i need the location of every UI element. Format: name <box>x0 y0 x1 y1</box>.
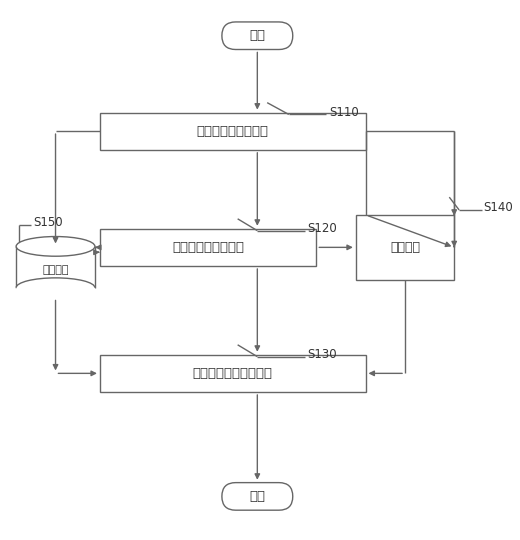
Text: 存储模块: 存储模块 <box>42 265 69 275</box>
Text: 信息检索和处理模块: 信息检索和处理模块 <box>172 241 244 254</box>
Text: 目标语言信息输出模块: 目标语言信息输出模块 <box>193 367 272 380</box>
Text: S130: S130 <box>307 348 337 361</box>
Ellipse shape <box>16 237 95 256</box>
Bar <box>100 228 316 266</box>
Text: S110: S110 <box>329 106 359 119</box>
Bar <box>356 215 454 280</box>
Text: 源语言信息输入模块: 源语言信息输入模块 <box>197 125 269 138</box>
Bar <box>100 112 366 150</box>
Text: S140: S140 <box>484 201 513 214</box>
Ellipse shape <box>16 278 95 298</box>
Text: 结束: 结束 <box>249 490 265 503</box>
Text: 显示模块: 显示模块 <box>390 241 420 254</box>
FancyBboxPatch shape <box>222 483 293 510</box>
Text: S150: S150 <box>33 216 62 229</box>
Text: S120: S120 <box>307 222 337 235</box>
Text: 开始: 开始 <box>249 29 265 42</box>
Bar <box>100 355 366 392</box>
FancyBboxPatch shape <box>222 22 293 50</box>
